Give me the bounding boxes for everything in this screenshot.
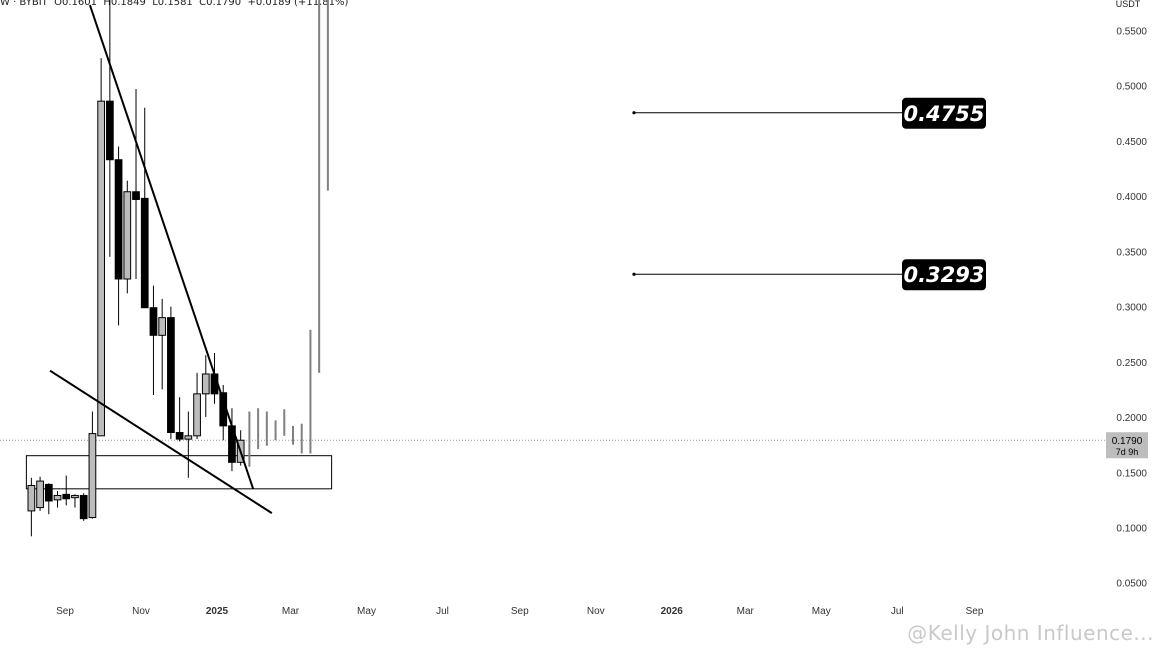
- y-tick-label: 0.0500: [1116, 579, 1147, 590]
- y-tick-label: 0.4500: [1116, 137, 1147, 148]
- y-tick-label: 0.3500: [1116, 247, 1147, 258]
- target-label: 0.3293: [903, 263, 984, 287]
- trendline-upper: [88, 4, 255, 490]
- price-axis[interactable]: USDT 0.70000.65000.60000.55000.50000.450…: [1116, 0, 1148, 590]
- candles-layer: [27, 0, 245, 537]
- y-tick-label: 0.3000: [1116, 303, 1147, 314]
- candle-body: [167, 317, 175, 434]
- candle-body: [184, 435, 193, 440]
- low-value: L0.1581: [152, 0, 193, 8]
- candle-body: [201, 373, 210, 395]
- chart-header: W · BYBIT O0.1601 H0.1849 L0.1581 C0.179…: [0, 0, 348, 8]
- candle-body: [71, 494, 79, 499]
- candle-body: [79, 494, 88, 520]
- x-tick-label: 2026: [661, 606, 684, 617]
- candle-body: [123, 191, 132, 280]
- x-tick-label: Sep: [966, 606, 984, 617]
- candle-body: [132, 191, 140, 200]
- projection-layer: [248, 0, 329, 467]
- candle-body: [105, 100, 114, 161]
- target-label-bg: [902, 259, 986, 291]
- y-tick-label: 0.1500: [1116, 468, 1147, 479]
- trendline-lower: [49, 369, 273, 514]
- support-zone-box: [25, 455, 333, 490]
- trendlines-layer: [49, 4, 273, 514]
- axis-unit-label: USDT: [1116, 0, 1141, 9]
- x-tick-label: Nov: [587, 606, 605, 617]
- price-tag-bg: [1106, 432, 1148, 459]
- candle-body: [158, 317, 167, 336]
- y-tick-label: 0.2500: [1116, 358, 1147, 369]
- change-value: +0.0189 (+11.81%): [247, 0, 349, 8]
- y-tick-label: 0.4000: [1116, 192, 1147, 203]
- candle-body: [44, 483, 53, 502]
- candle-body: [53, 494, 62, 501]
- target-dot: [632, 272, 636, 276]
- x-tick-label: Jul: [891, 606, 904, 617]
- candle-body: [149, 307, 158, 336]
- price-tag-countdown: 7d 9h: [1116, 447, 1139, 457]
- x-tick-label: Sep: [511, 606, 529, 617]
- candle-body: [175, 432, 184, 440]
- target-label: 0.4755: [903, 102, 984, 126]
- candle-body: [88, 433, 97, 519]
- symbol-label: W · BYBIT: [0, 0, 48, 8]
- x-tick-label: May: [357, 606, 376, 617]
- high-value: H0.1849: [103, 0, 146, 8]
- time-axis[interactable]: Sep Nov 2025 Mar May Jul Sep Nov 2026 Mar May Jul Se…: [56, 606, 984, 617]
- x-tick-label: May: [812, 606, 831, 617]
- watermark: @Kelly John Influence...: [907, 621, 1154, 645]
- x-tick-label: Mar: [737, 606, 755, 617]
- x-tick-label: Jul: [436, 606, 449, 617]
- x-tick-label: Mar: [282, 606, 300, 617]
- candle-body: [114, 159, 123, 280]
- y-tick-label: 0.5000: [1116, 82, 1147, 93]
- target-label-bg: [902, 97, 986, 129]
- candle-body: [140, 197, 149, 309]
- y-tick-label: 0.1000: [1116, 523, 1147, 534]
- candle-body: [36, 480, 44, 509]
- x-tick-label: Nov: [132, 606, 150, 617]
- y-tick-label: 0.2000: [1116, 413, 1147, 424]
- close-value: C0.1790: [199, 0, 242, 8]
- candle-body: [193, 393, 201, 437]
- x-tick-label: Sep: [56, 606, 74, 617]
- open-value: O0.1601: [54, 0, 97, 8]
- target-dot: [632, 111, 636, 115]
- candle-body: [97, 100, 105, 437]
- candle-body: [62, 493, 71, 500]
- y-tick-label: 0.5500: [1116, 27, 1147, 38]
- price-tag-value: 0.1790: [1112, 436, 1143, 447]
- candle-body: [27, 485, 36, 512]
- x-tick-label: 2025: [206, 606, 229, 617]
- support-zone-layer: [0, 439, 1105, 490]
